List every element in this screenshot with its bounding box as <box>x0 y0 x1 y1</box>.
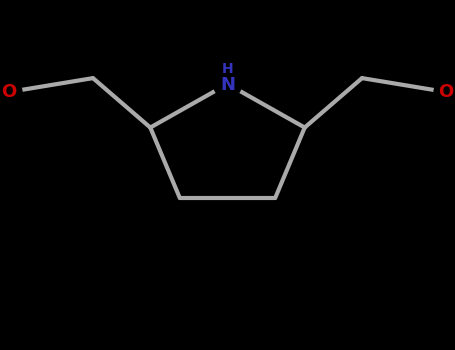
Text: O: O <box>1 83 17 101</box>
Text: N: N <box>220 76 235 94</box>
Text: H: H <box>222 62 233 76</box>
Text: O: O <box>438 83 454 101</box>
